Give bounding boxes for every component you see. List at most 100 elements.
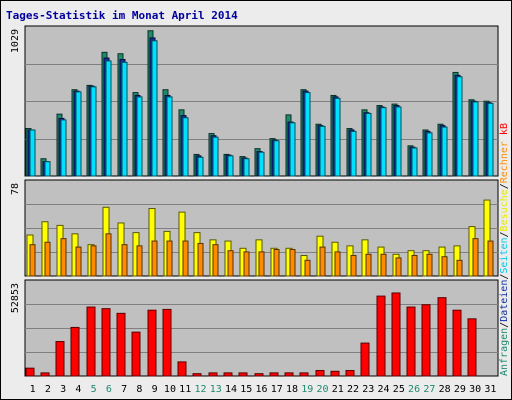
legend-text: Anfragen/Dateien/Seiten/Besuche/Rechner …: [499, 123, 510, 376]
bar-rechner: [182, 240, 189, 277]
bar-kb: [315, 370, 325, 377]
x-tick-label: 1: [30, 384, 36, 395]
bar-kb: [55, 341, 65, 377]
bar-kb: [147, 309, 157, 377]
bar-rechner: [456, 259, 463, 277]
x-tick-label: 21: [332, 384, 344, 395]
bar-kb: [284, 372, 294, 377]
bar-rechner: [273, 248, 280, 277]
bar-kb: [406, 306, 416, 377]
bar-kb: [437, 297, 447, 377]
chart-title: Tages-Statistik im Monat April 2014: [6, 9, 238, 22]
x-tick-label: 8: [136, 384, 142, 395]
x-tick-label: 3: [60, 384, 66, 395]
bar-rechner: [472, 238, 479, 277]
bar-rechner: [75, 246, 82, 277]
bar-kb: [70, 326, 80, 377]
bar-kb: [177, 361, 187, 377]
chart-panel: 1029: [10, 25, 499, 177]
bar-seiten: [258, 151, 265, 177]
bar-kb: [101, 308, 111, 377]
bar-rechner: [487, 240, 494, 277]
bar-seiten: [411, 147, 418, 177]
bar-rechner: [121, 244, 128, 277]
legend-entry: Dateien: [499, 280, 510, 322]
y-max-label: 1029: [10, 29, 21, 53]
legend-entry: kB: [499, 123, 510, 135]
x-tick-label: 24: [378, 384, 390, 395]
bar-seiten: [304, 92, 311, 177]
bar-seiten: [334, 97, 341, 177]
legend-separator: /: [499, 231, 510, 237]
x-tick-label: 10: [164, 384, 176, 395]
bar-rechner: [90, 245, 97, 277]
bar-besuche: [483, 199, 491, 277]
bar-kb: [131, 331, 141, 377]
x-axis-labels: 1 2 3 4 5 6 7 8 9 10 11 12 13 14 15 16 17 18 19 20 21 22 23 24 2…: [30, 384, 497, 395]
bar-kb: [360, 342, 370, 377]
bar-kb: [254, 373, 264, 377]
x-tick-label: 13: [210, 384, 222, 395]
bar-rechner: [289, 248, 296, 277]
bar-seiten: [166, 96, 173, 177]
bar-rechner: [350, 255, 357, 277]
x-tick-label: 12: [194, 384, 206, 395]
bar-kb: [299, 372, 309, 377]
bar-rechner: [395, 257, 402, 277]
bar-seiten: [29, 129, 36, 177]
y-max-label: 52853: [10, 283, 21, 313]
bar-seiten: [75, 91, 82, 177]
legend-entry: Seiten: [499, 237, 510, 273]
legend-entry: Anfragen: [499, 328, 510, 376]
x-tick-label: 9: [152, 384, 158, 395]
bar-kb: [452, 309, 462, 377]
bar-rechner: [243, 251, 250, 277]
bar-rechner: [166, 240, 173, 277]
bar-kb: [25, 367, 35, 377]
x-tick-label: 27: [423, 384, 435, 395]
bar-rechner: [365, 253, 372, 277]
bar-kb: [162, 308, 172, 377]
legend-separator: /: [499, 274, 510, 280]
bar-rechner: [151, 240, 158, 277]
bar-seiten: [441, 126, 448, 177]
bar-rechner: [197, 242, 204, 277]
bar-seiten: [395, 106, 402, 177]
bar-rechner: [426, 253, 433, 277]
bar-rechner: [411, 255, 418, 277]
bar-seiten: [151, 40, 158, 177]
bar-kb: [391, 292, 401, 377]
bar-rechner: [227, 250, 234, 277]
bar-kb: [40, 372, 50, 377]
x-tick-label: 6: [106, 384, 112, 395]
bar-kb: [421, 304, 431, 377]
x-tick-label: 18: [286, 384, 298, 395]
x-tick-label: 7: [121, 384, 127, 395]
bar-seiten: [136, 96, 143, 177]
x-tick-label: 4: [75, 384, 81, 395]
x-tick-label: 11: [179, 384, 191, 395]
bar-seiten: [350, 130, 357, 177]
bar-kb: [223, 372, 233, 377]
bar-kb: [192, 373, 202, 377]
bar-kb: [269, 372, 279, 377]
bar-seiten: [90, 86, 97, 177]
x-tick-label: 2: [45, 384, 51, 395]
x-tick-label: 14: [225, 384, 237, 395]
bar-kb: [376, 295, 386, 377]
bar-seiten: [426, 132, 433, 177]
chart-panel: 52853: [10, 279, 499, 377]
chart-panel: 78: [10, 179, 499, 277]
y-max-label: 78: [10, 183, 21, 195]
x-tick-label: 16: [255, 384, 267, 395]
x-tick-label: 22: [347, 384, 359, 395]
x-tick-label: 17: [271, 384, 283, 395]
bar-rechner: [44, 241, 51, 277]
bar-rechner: [380, 253, 387, 277]
legend-entry: Rechner: [499, 141, 510, 183]
bar-rechner: [29, 244, 36, 277]
bar-seiten: [227, 155, 234, 177]
bar-rechner: [334, 251, 341, 277]
bar-rechner: [441, 256, 448, 277]
